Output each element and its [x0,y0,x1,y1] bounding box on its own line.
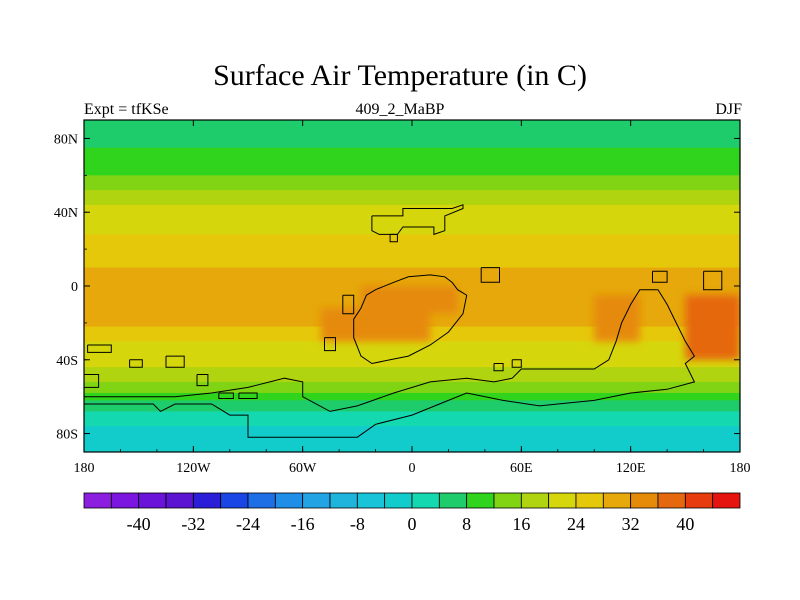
temperature-band [84,367,740,383]
colorbar-swatch [165,492,194,509]
colorbar-swatch [329,492,358,509]
coastline [324,337,336,352]
colorbar: -40 -32 -24 -16 -8 0 8 16 24 32 40 [83,492,741,534]
colorbar-label: -24 [236,514,260,534]
coastline [493,363,504,372]
hot-region [320,308,367,342]
coastline [84,374,100,388]
coastline [371,204,464,236]
colorbar-swatch [548,492,577,509]
coastline [196,374,209,387]
coastline [652,270,668,283]
x-tick-label: 60E [510,461,533,476]
colorbar-label: -32 [181,514,205,534]
hot-region [594,295,640,342]
colorbar-swatch [657,492,686,509]
x-tick-label: 0 [409,461,416,476]
coastline [511,359,522,368]
colorbar-swatch [466,492,495,509]
temperature-band [84,234,740,250]
colorbar-swatch [274,492,304,509]
coastline [342,294,355,315]
x-tick-label: 120E [616,461,646,476]
colorbar-swatch [384,492,413,509]
coastline [87,344,112,353]
temperature-band [84,147,740,165]
x-tick-label: 60W [289,461,317,476]
colorbar-label: 32 [622,514,640,534]
colorbar-swatch [138,492,167,509]
colorbar-swatch [684,492,714,509]
colorbar-label: -40 [127,514,151,534]
colorbar-swatch [110,492,140,509]
x-tick-label: 120W [176,461,211,476]
coastline [703,270,723,291]
y-tick-label: 40S [56,354,78,369]
y-tick-label: 40N [54,206,78,221]
colorbar-swatch [220,492,249,509]
colorbar-swatch [302,492,331,509]
experiment-label: Expt = tfKSe [84,101,169,118]
chart-title: Surface Air Temperature (in C) [213,59,587,92]
colorbar-swatch [192,492,222,509]
hot-region [421,286,458,314]
season-label: DJF [715,101,742,118]
temperature-band [84,175,740,191]
temperature-band [84,164,740,176]
temperature-band [84,341,740,353]
colorbar-swatch [520,492,550,509]
colorbar-swatch [575,492,604,509]
colorbar-label: 24 [567,514,585,534]
colorbar-swatch [602,492,632,509]
coastline [129,359,143,368]
coastline [480,267,500,283]
colorbar-label: -16 [291,514,315,534]
temperature-band [84,392,740,401]
y-tick-label: 80S [56,428,78,443]
temperature-band [84,400,740,413]
colorbar-swatch [712,492,741,509]
y-tick-label: 80N [54,132,78,147]
colorbar-swatch [83,492,112,509]
colorbar-swatch [247,492,276,509]
temperature-band [84,249,740,269]
x-tick-label: 180 [74,461,95,476]
coastline [218,392,234,399]
colorbar-swatch [356,492,386,509]
colorbar-label: 40 [676,514,694,534]
period-label: 409_2_MaBP [355,101,445,118]
coastline [165,355,185,368]
colorbar-swatch [630,492,659,509]
colorbar-swatch [411,492,440,509]
hot-region [685,295,740,360]
colorbar-label: -8 [350,514,365,534]
land-outlines [84,204,723,438]
temperature-band [84,352,740,368]
temperature-band [84,411,740,427]
colorbar-swatch [493,492,522,509]
coastline [84,289,696,438]
colorbar-label: 0 [408,514,417,534]
temperature-field [84,120,740,452]
temperature-band [84,204,740,221]
y-axis: 80N 40N 0 40S 80S [54,132,740,443]
colorbar-swatch [438,492,468,509]
coastline [238,392,258,399]
hot-region [360,286,431,342]
x-tick-label: 180 [730,461,751,476]
temperature-band [84,190,740,206]
colorbar-label: 8 [462,514,471,534]
colorbar-label: 16 [512,514,530,534]
y-tick-label: 0 [71,280,78,295]
x-axis: 180 120W 60W 0 60E 120E 180 [74,120,751,476]
coastline [353,274,468,365]
coastline [389,233,398,243]
